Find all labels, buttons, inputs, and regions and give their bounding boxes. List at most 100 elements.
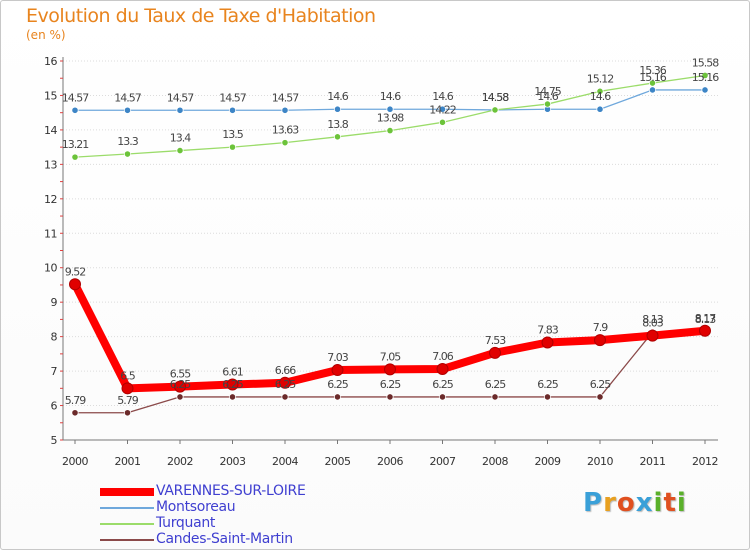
logo-letter: o	[616, 488, 636, 518]
logo-letter: i	[676, 488, 687, 518]
y-tick-label: 7	[51, 365, 58, 378]
x-tick-label: 2006	[377, 455, 403, 468]
data-label: 6.25	[170, 378, 191, 391]
data-point	[699, 324, 711, 337]
data-point	[648, 86, 657, 94]
data-point	[646, 329, 659, 342]
logo-letter: i	[653, 488, 664, 518]
data-point	[226, 378, 239, 391]
data-label: 14.57	[62, 91, 89, 104]
logo-letter: t	[663, 488, 677, 518]
data-label: 15.36	[639, 64, 666, 77]
data-point	[333, 393, 342, 401]
x-tick-label: 2003	[220, 455, 246, 468]
x-tick-label: 2009	[535, 455, 561, 468]
data-label: 13.4	[170, 132, 191, 145]
data-point	[594, 334, 606, 347]
data-point	[71, 106, 79, 114]
data-point	[71, 409, 79, 417]
data-label: 13.3	[117, 135, 138, 148]
data-label: 8.13	[695, 313, 716, 326]
data-point	[438, 393, 447, 401]
data-label: 14.57	[272, 91, 299, 104]
y-tick-label: 16	[44, 55, 57, 68]
y-unit-label: (en %)	[26, 28, 66, 42]
data-point	[491, 393, 499, 401]
data-point	[69, 278, 81, 291]
data-point	[71, 153, 79, 161]
data-label: 13.63	[272, 124, 299, 137]
legend-swatch	[100, 539, 154, 541]
data-label: 6.25	[537, 378, 558, 391]
data-label: 14.57	[219, 91, 246, 104]
data-point	[701, 86, 709, 94]
data-label: 8.13	[642, 313, 663, 326]
data-label: 13.8	[327, 118, 348, 131]
data-label: 13.5	[222, 128, 243, 141]
data-point	[386, 126, 394, 135]
data-label: 8.17	[695, 312, 716, 325]
data-point	[228, 143, 237, 151]
data-label: 14.58	[482, 91, 509, 104]
data-point	[386, 393, 394, 401]
data-point	[228, 393, 237, 401]
data-point	[333, 105, 342, 113]
data-label: 14.75	[534, 85, 561, 98]
y-tick-label: 10	[44, 262, 57, 275]
logo-letter: r	[603, 488, 617, 518]
data-label: 14.6	[590, 90, 611, 103]
data-point	[174, 380, 186, 393]
data-point	[281, 106, 289, 114]
legend-label: Turquant	[156, 515, 216, 531]
y-tick-label: 15	[44, 89, 57, 102]
data-point	[436, 363, 449, 376]
data-point	[123, 409, 132, 417]
data-label: 7.05	[380, 350, 401, 363]
x-tick-label: 2004	[272, 455, 298, 468]
data-point	[438, 105, 447, 113]
data-label: 8.03	[642, 317, 663, 330]
data-label: 6.55	[170, 368, 191, 381]
y-tick-label: 5	[51, 434, 58, 447]
legend-label: Montsoreau	[156, 499, 236, 515]
proxiti-logo: Proxiti	[583, 488, 687, 518]
x-tick-label: 2008	[482, 455, 508, 468]
data-label: 6.25	[432, 378, 453, 391]
x-tick-label: 2010	[587, 455, 613, 468]
legend-swatch	[100, 523, 154, 525]
y-tick-label: 6	[51, 400, 58, 413]
data-label: 7.53	[485, 334, 506, 347]
data-label: 9.52	[65, 265, 86, 278]
legend-swatch	[100, 488, 154, 496]
data-label: 14.6	[327, 90, 348, 103]
data-label: 15.12	[587, 72, 614, 85]
data-label: 6.66	[275, 364, 296, 377]
legend-label: Candes-Saint-Martin	[156, 531, 293, 547]
data-label: 7.9	[593, 321, 608, 334]
data-label: 6.61	[222, 366, 243, 379]
data-point	[176, 146, 184, 155]
data-label: 6.5	[120, 369, 135, 382]
data-point	[333, 133, 342, 141]
x-tick-label: 2001	[115, 455, 141, 468]
data-label: 6.25	[380, 378, 401, 391]
data-label: 15.58	[692, 56, 719, 69]
data-point	[701, 71, 709, 80]
y-tick-label: 13	[44, 158, 57, 171]
y-tick-label: 9	[51, 296, 58, 309]
data-point	[123, 106, 132, 114]
data-label: 5.79	[65, 394, 86, 407]
x-tick-label: 2002	[167, 455, 193, 468]
legend-label: VARENNES-SUR-LOIRE	[156, 483, 306, 499]
x-tick-label: 2011	[640, 455, 666, 468]
data-point	[491, 106, 499, 114]
x-tick-label: 2000	[62, 455, 88, 468]
data-point	[489, 346, 501, 359]
data-point	[386, 105, 394, 113]
data-label: 5.79	[117, 394, 138, 407]
data-point	[121, 382, 134, 395]
legend-swatch	[100, 507, 154, 509]
data-label: 6.25	[222, 378, 243, 391]
